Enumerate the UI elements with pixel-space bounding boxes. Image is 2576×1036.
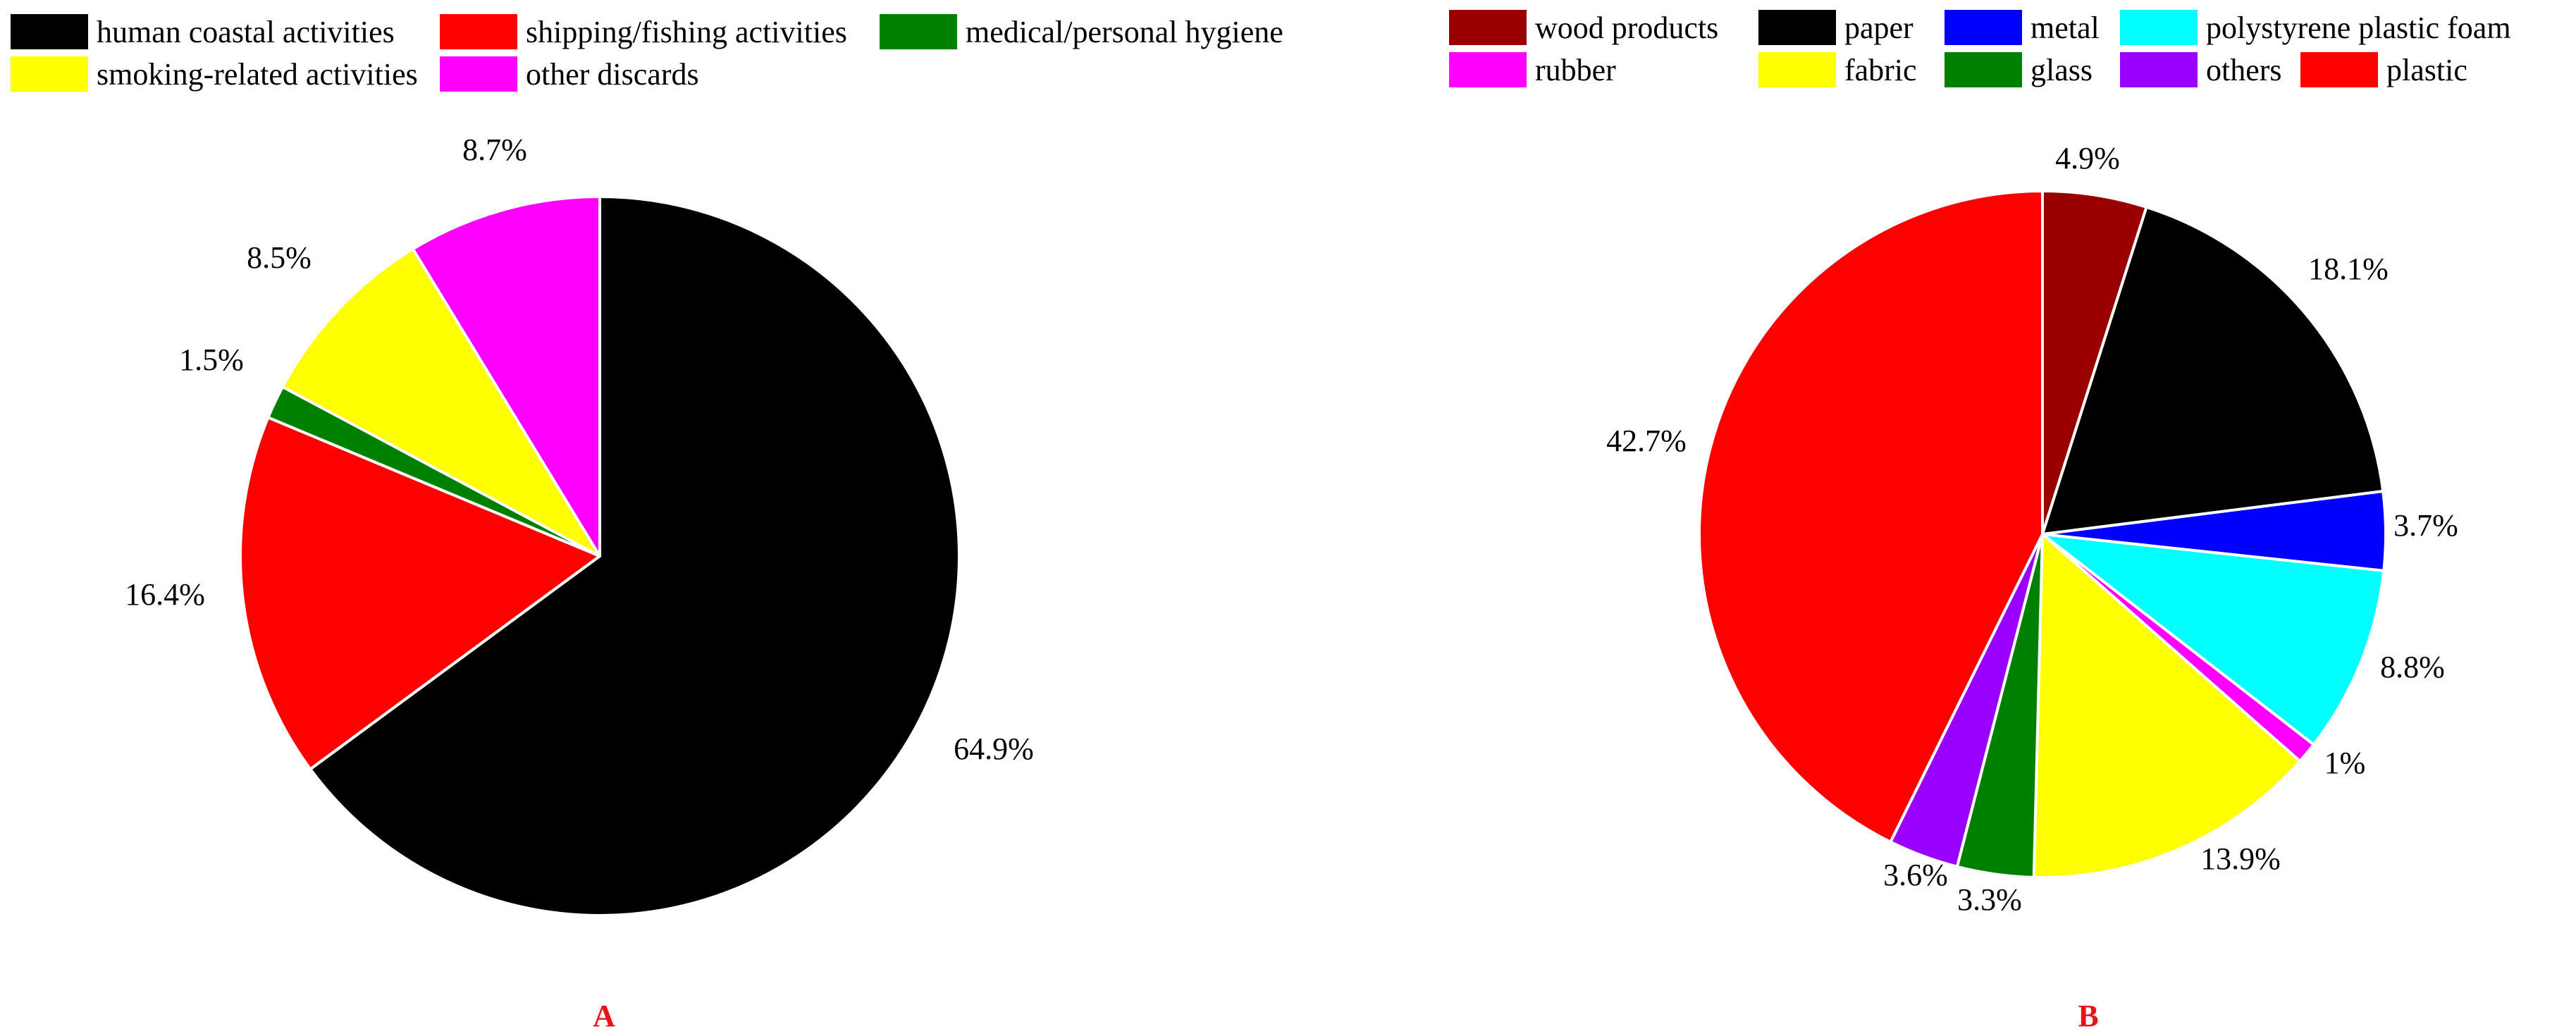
legend-a-swatch-human-coastal-activities: [11, 14, 88, 49]
pie-a-pct-label-other-discards: 8.7%: [462, 132, 527, 167]
legend-b-label-glass: glass: [2030, 53, 2093, 87]
pie-a-pct-label-medical-personal-hygiene: 1.5%: [179, 343, 244, 377]
legend-b-label-plastic: plastic: [2386, 53, 2467, 87]
legend-a-label-smoking-related-activities: smoking-related activities: [97, 57, 418, 92]
panel-label-b: B: [2078, 999, 2098, 1033]
legend-b-swatch-plastic: [2300, 52, 2378, 87]
pie-a-pct-label-shipping-fishing-activities: 16.4%: [125, 577, 205, 612]
legend-b-swatch-polystyrene-plastic-foam: [2120, 10, 2198, 45]
pie-a-slice-shipping-fishing-activities: [239, 416, 601, 771]
pie-a-slice-other-discards: [411, 195, 601, 557]
pct-labels-a: 64.9% 16.4% 1.5% 8.5% 8.7%: [125, 132, 1034, 766]
legend-b-label-fabric: fabric: [1844, 53, 1917, 87]
legend-a: human coastal activities shipping/fishing…: [11, 14, 1283, 92]
legend-b-label-paper: paper: [1844, 11, 1913, 45]
legend-b-label-metal: metal: [2030, 11, 2100, 45]
legend-a-swatch-other-discards: [440, 56, 517, 92]
legend-b-swatch-wood-products: [1449, 10, 1527, 45]
pie-b-slice-polystyrene-plastic-foam: [2041, 533, 2386, 746]
pie-b-pct-label-metal: 3.7%: [2393, 508, 2458, 543]
legend-b: wood products paper metal polystyrene plast…: [1449, 10, 2511, 87]
legend-a-swatch-medical-personal-hygiene: [880, 14, 957, 49]
legend-b-label-polystyrene-plastic-foam: polystyrene plastic foam: [2206, 11, 2511, 45]
legend-a-swatch-shipping-fishing-activities: [440, 14, 517, 49]
legend-a-swatch-smoking-related-activities: [11, 56, 88, 92]
legend-b-label-others: others: [2206, 53, 2282, 87]
legend-b-swatch-paper: [1758, 10, 1836, 45]
pie-b-pct-label-glass: 3.6%: [1883, 858, 1948, 892]
pct-labels-b: 4.9% 18.1% 3.7% 8.8% 1% 13.9% 3.6% 3.3% 42.7%: [1606, 141, 2458, 917]
legend-b-swatch-glass: [1945, 52, 2022, 87]
pie-a-pct-label-human-coastal-activities: 64.9%: [954, 732, 1034, 766]
legend-b-swatch-fabric: [1758, 52, 1836, 87]
legend-b-swatch-metal: [1945, 10, 2022, 45]
pie-b-pct-label-polystyrene-plastic-foam: 8.8%: [2380, 650, 2445, 684]
pie-b-slice-paper: [2041, 205, 2385, 536]
legend-a-label-other-discards: other discards: [526, 57, 699, 92]
pie-b-pct-label-wood-products: 4.9%: [2055, 141, 2120, 175]
pie-b-pct-label-plastic: 42.7%: [1606, 424, 1687, 458]
pie-b-slice-fabric: [2032, 533, 2302, 879]
pie-a: [239, 195, 961, 917]
pie-b-slice-plastic: [1698, 190, 2044, 844]
pie-a-pct-label-smoking-related-activities: 8.5%: [247, 240, 312, 275]
pie-b-pct-label-fabric: 13.9%: [2200, 841, 2281, 876]
legend-b-swatch-rubber: [1449, 52, 1527, 87]
pie-b-pct-label-others: 3.3%: [1957, 882, 2022, 917]
legend-a-label-shipping-fishing-activities: shipping/fishing activities: [526, 15, 847, 49]
pie-b: [1698, 190, 2387, 879]
panel-label-a: A: [593, 999, 615, 1033]
pie-b-pct-label-rubber: 1%: [2324, 746, 2366, 780]
legend-a-label-medical-personal-hygiene: medical/personal hygiene: [966, 15, 1283, 49]
pie-a-slice-human-coastal-activities: [309, 195, 961, 917]
legend-a-label-human-coastal-activities: human coastal activities: [97, 15, 395, 49]
pie-b-pct-label-paper: 18.1%: [2308, 252, 2389, 286]
legend-b-swatch-others: [2120, 52, 2198, 87]
pie-a-slice-smoking-related-activities: [281, 247, 601, 557]
legend-b-label-wood-products: wood products: [1535, 11, 1718, 45]
legend-b-label-rubber: rubber: [1535, 53, 1616, 87]
